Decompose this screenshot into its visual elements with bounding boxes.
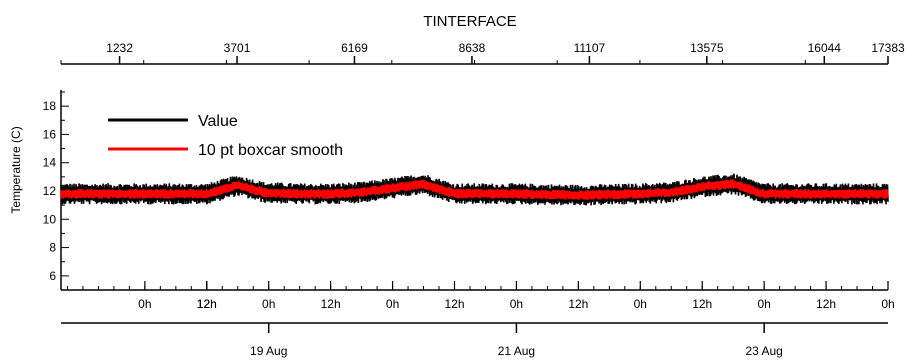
top-axis-tick-label: 17383 — [871, 41, 905, 55]
top-axis-tick-label: 13575 — [690, 41, 724, 55]
bottom-axis-tick-label: 12h — [321, 297, 341, 311]
y-axis-label: Temperature (C) — [9, 126, 23, 213]
bottom-axis-tick-label: 12h — [444, 297, 464, 311]
top-axis-tick-label: 16044 — [808, 41, 842, 55]
top-axis-tick-label: 6169 — [341, 41, 368, 55]
bottom-axis-tick-label: 12h — [197, 297, 217, 311]
bottom-axis-tick-label: 0h — [262, 297, 275, 311]
bottom-axis-tick-label: 0h — [510, 297, 523, 311]
chart-title: TINTERFACE — [423, 13, 516, 30]
bottom-axis-tick-label: 12h — [568, 297, 588, 311]
y-axis-tick-label: 10 — [43, 212, 57, 226]
bottom-axis-tick-label: 0h — [881, 297, 894, 311]
bottom-axis-tick-label: 0h — [386, 297, 399, 311]
y-axis-tick-label: 12 — [43, 184, 57, 198]
y-axis-tick-label: 16 — [43, 127, 57, 141]
y-axis-tick-label: 18 — [43, 99, 57, 113]
bottom-axis-tick-label: 12h — [816, 297, 836, 311]
y-axis-tick-label: 14 — [43, 156, 57, 170]
bottom-axis-tick-label: 0h — [634, 297, 647, 311]
top-axis-tick-label: 1232 — [106, 41, 133, 55]
date-axis-label: 21 Aug — [498, 344, 535, 358]
bottom-axis-tick-label: 12h — [197, 297, 217, 311]
bottom-axis-tick-label: 0h — [138, 297, 151, 311]
top-axis-tick-label: 3701 — [224, 41, 251, 55]
bottom-axis-tick-label: 12h — [692, 297, 712, 311]
bottom-axis-tick-label: 0h — [757, 297, 770, 311]
legend: Value 10 pt boxcar smooth — [108, 113, 343, 159]
series-layer — [60, 173, 889, 206]
legend-label-0: Value — [198, 113, 238, 130]
y-axis-tick-label: 6 — [49, 269, 56, 283]
legend-label-1: 10 pt boxcar smooth — [198, 142, 343, 159]
date-axis-label: 23 Aug — [745, 344, 782, 358]
y-axis: 6 8 10 12 14 16 18 — [43, 90, 69, 291]
top-axis: 1232 3701 6169 8638 11107 13575 16044 17383 — [60, 41, 905, 65]
top-axis-tick-label: 11107 — [574, 41, 606, 55]
top-axis-tick-label: 8638 — [459, 41, 486, 55]
y-axis-tick-label: 8 — [49, 241, 56, 255]
date-axis-label: 19 Aug — [250, 344, 287, 358]
series-line-1 — [60, 179, 889, 200]
